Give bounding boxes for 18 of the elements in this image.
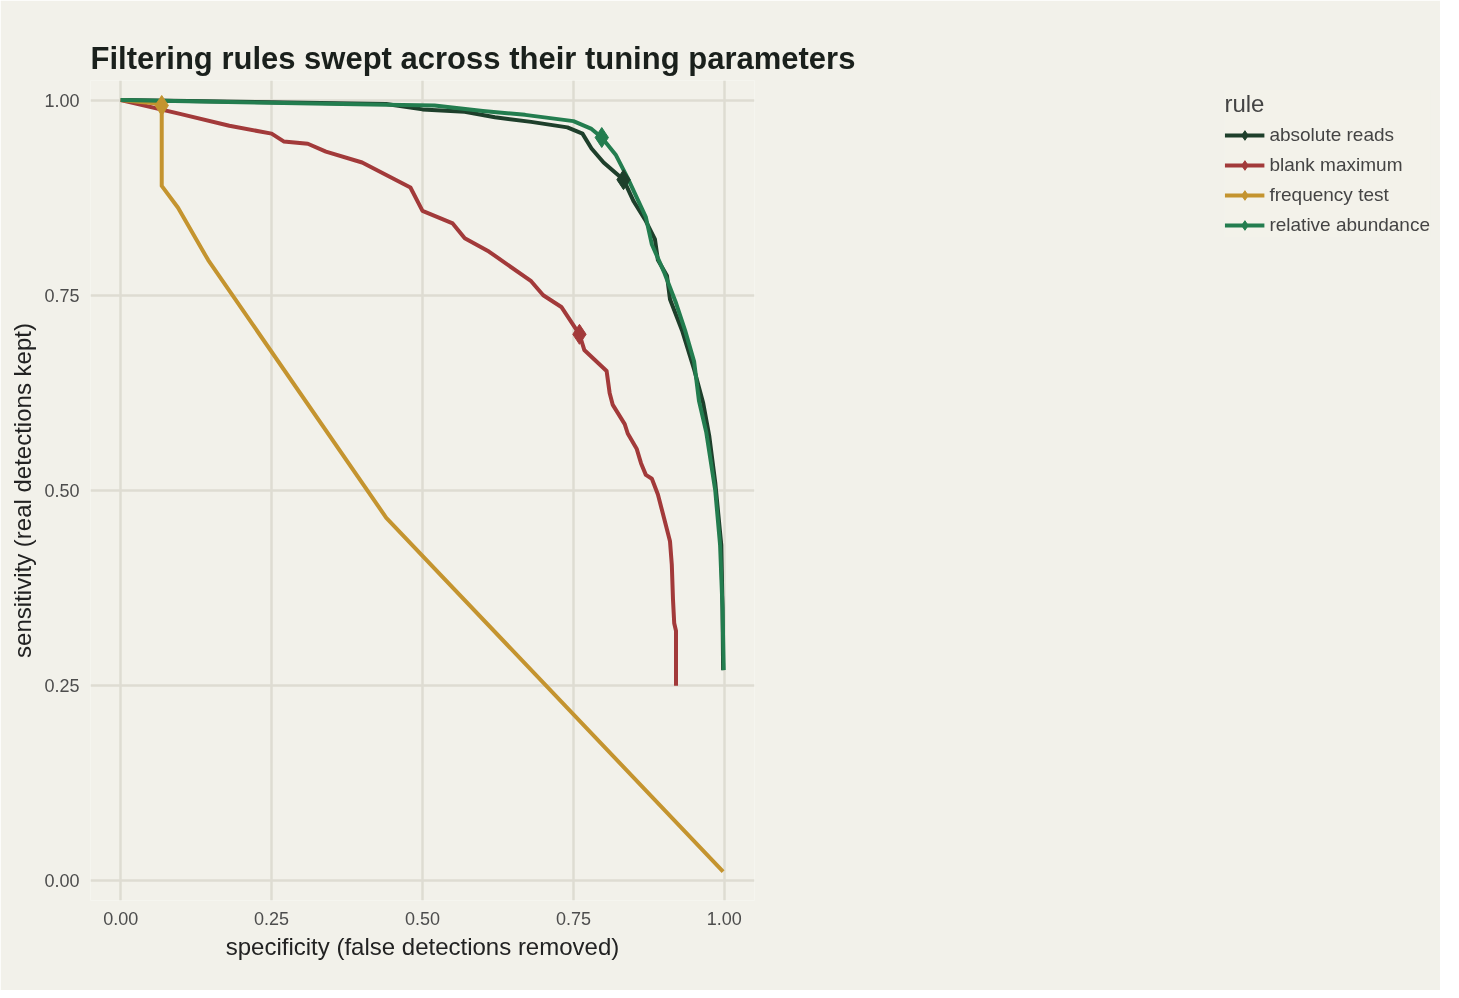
y-tick-label: 0.75 xyxy=(44,285,80,306)
legend-label: frequency test xyxy=(1269,184,1389,206)
y-tick-label: 0.00 xyxy=(44,871,80,892)
x-axis-title: specificity (false detections removed) xyxy=(225,932,620,960)
x-tick-label: 0.00 xyxy=(103,908,139,929)
legend-label: relative abundance xyxy=(1269,214,1430,236)
y-tick-label: 1.00 xyxy=(44,90,80,111)
chart-title: Filtering rules swept across their tuning parameters xyxy=(90,40,856,76)
y-tick-label: 0.25 xyxy=(44,676,80,697)
x-tick-label: 0.25 xyxy=(254,908,290,929)
legend-label: blank maximum xyxy=(1269,154,1403,176)
y-tick-label: 0.50 xyxy=(44,481,80,501)
y-axis-title: sensitivity (real detections kept) xyxy=(9,323,37,658)
x-tick-label: 0.75 xyxy=(555,908,591,929)
x-tick-label: 0.50 xyxy=(404,908,441,929)
x-tick-label: 1.00 xyxy=(706,908,742,929)
legend-label: absolute reads xyxy=(1269,124,1395,146)
legend-title: rule xyxy=(1224,90,1266,118)
